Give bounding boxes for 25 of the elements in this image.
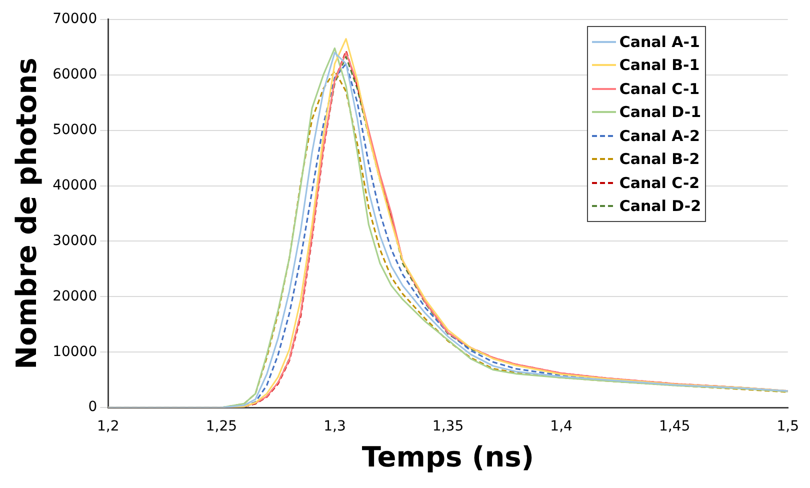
x-tick-label: 1,25: [206, 418, 238, 435]
y-tick-label: 40000: [52, 177, 98, 194]
legend-label: Canal A-1: [619, 32, 700, 51]
y-tick-label: 70000: [52, 11, 98, 28]
legend-label: Canal D-2: [619, 197, 701, 216]
legend-label: Canal B-2: [619, 150, 700, 168]
y-tick-label: 10000: [52, 344, 98, 360]
x-tick-label: 1,4: [550, 418, 573, 435]
x-tick-label: 1,3: [324, 418, 346, 435]
x-tick-label: 1,45: [658, 418, 690, 435]
y-tick-label: 30000: [52, 232, 98, 249]
y-tick-label: 20000: [52, 288, 98, 304]
legend-label: Canal B-1: [619, 56, 700, 74]
x-tick-label: 1,35: [432, 418, 464, 435]
legend-label: Canal A-2: [619, 126, 700, 145]
legend-label: Canal C-2: [619, 174, 700, 192]
legend-label: Canal D-1: [619, 103, 701, 122]
y-tick-label: 50000: [52, 122, 98, 138]
y-axis-title: Nombre de photons: [10, 58, 44, 370]
y-tick-label: 60000: [52, 66, 98, 82]
x-tick-label: 1,5: [776, 418, 799, 435]
x-axis-title: Temps (ns): [362, 440, 534, 474]
y-tick-label: 0: [88, 399, 98, 416]
x-tick-label: 1,2: [97, 418, 120, 435]
legend-label: Canal C-1: [619, 80, 700, 98]
